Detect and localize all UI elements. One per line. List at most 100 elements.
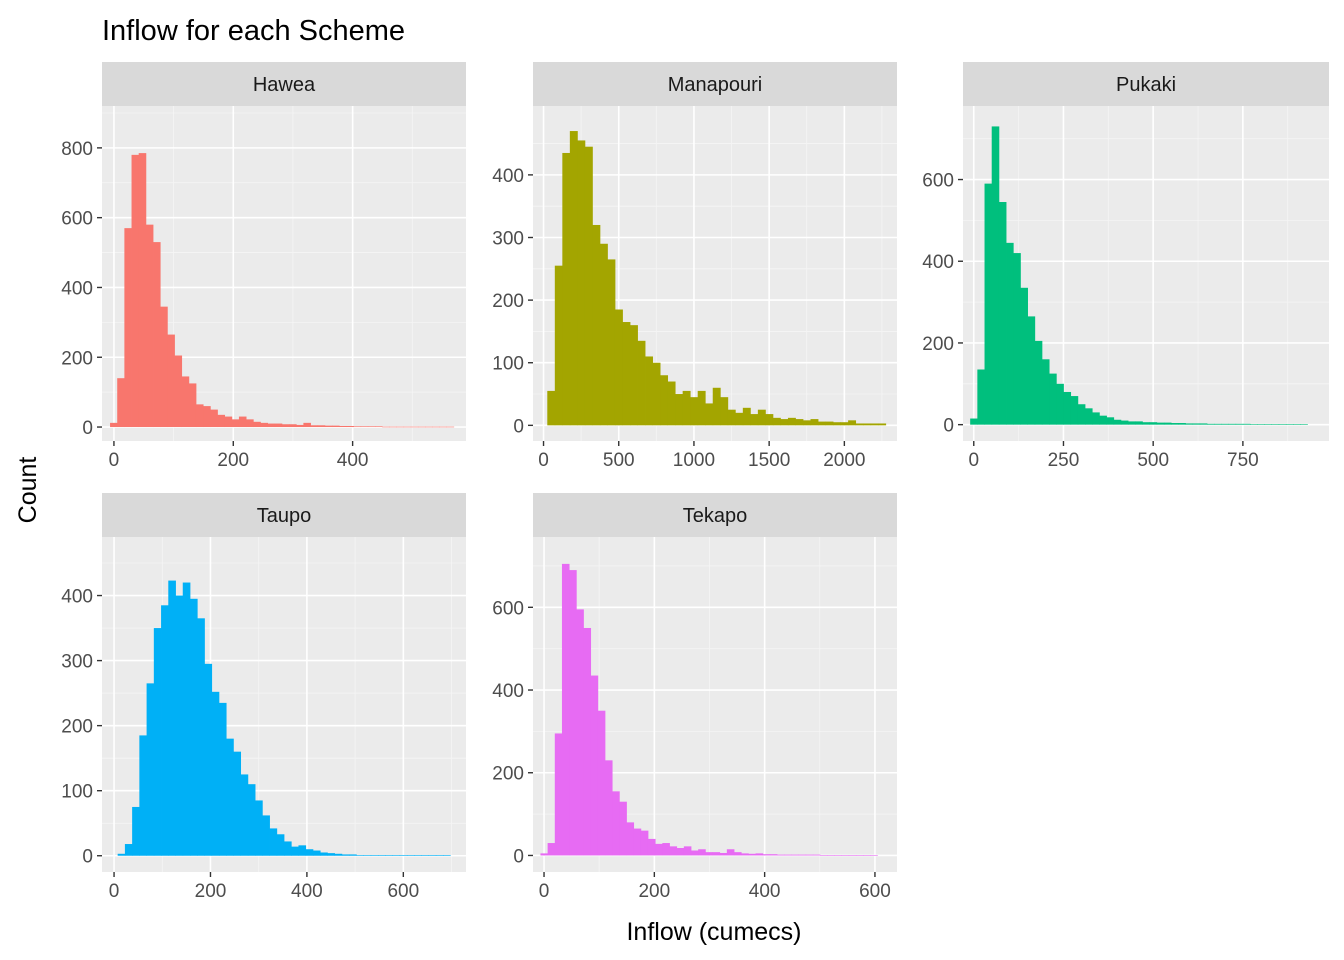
- histogram-bar: [1228, 423, 1237, 425]
- histogram-bar: [332, 425, 340, 428]
- histogram-bar: [655, 843, 663, 856]
- histogram-bar: [698, 849, 706, 856]
- histogram-bar: [210, 409, 218, 428]
- histogram-bar: [131, 154, 140, 428]
- histogram-bar: [755, 853, 764, 856]
- histogram-hawea: [110, 153, 455, 428]
- x-tick-label: 0: [539, 881, 550, 902]
- histogram-bar: [825, 421, 834, 426]
- histogram-bar: [765, 414, 774, 426]
- y-tick-label: 0: [513, 846, 524, 867]
- y-tick-label: 100: [492, 354, 524, 375]
- histogram-bar: [630, 325, 638, 426]
- histogram-bar: [1242, 423, 1251, 425]
- histogram-bar: [597, 710, 606, 856]
- y-tick-label: 400: [61, 278, 93, 299]
- facet-strip-tekapo: [533, 493, 897, 537]
- histogram-bar: [970, 418, 978, 425]
- y-tick-label: 0: [943, 416, 954, 437]
- histogram-bar: [1049, 373, 1057, 425]
- y-tick-label: 400: [922, 252, 954, 273]
- histogram-bar: [870, 423, 879, 426]
- histogram-bar: [691, 850, 699, 856]
- histogram-bar: [1171, 423, 1179, 425]
- histogram-bar: [705, 852, 713, 856]
- x-tick-label: 200: [217, 450, 249, 471]
- histogram-bar: [712, 387, 721, 426]
- histogram-bar: [161, 605, 169, 856]
- histogram-bar: [428, 855, 437, 856]
- histogram-bar: [734, 852, 742, 856]
- histogram-bar: [320, 852, 328, 856]
- histogram-bar: [281, 424, 290, 428]
- histogram-bar: [298, 845, 307, 856]
- histogram-bar: [619, 801, 627, 856]
- histogram-bar: [870, 855, 878, 856]
- histogram-bar: [584, 146, 593, 426]
- histogram-bar: [174, 355, 183, 428]
- histogram-bar: [226, 738, 234, 856]
- x-tick-label: 2000: [823, 450, 865, 471]
- histogram-bar: [1185, 423, 1194, 425]
- histogram-bar: [182, 582, 191, 856]
- histogram-bar: [197, 618, 205, 856]
- histogram-bar: [841, 855, 850, 856]
- x-tick-label: 400: [291, 881, 323, 902]
- histogram-bar: [1063, 391, 1072, 425]
- x-tick-label: 0: [968, 450, 979, 471]
- histogram-bar: [1128, 421, 1136, 425]
- histogram-bar: [827, 855, 835, 856]
- histogram-bar: [349, 854, 357, 856]
- histogram-bar: [124, 844, 133, 856]
- x-tick-label: 1500: [748, 450, 790, 471]
- histogram-bar: [690, 397, 699, 426]
- histogram-bar: [599, 243, 608, 426]
- histogram-bar: [805, 854, 814, 856]
- y-tick-label: 600: [61, 209, 93, 230]
- panel-pukaki: Pukaki 0 200 400 600 0 250 500 750: [922, 62, 1329, 471]
- histogram-bar: [834, 855, 842, 856]
- histogram-bar: [780, 419, 789, 426]
- histogram-bar: [977, 369, 985, 425]
- histogram-bar: [1027, 316, 1036, 425]
- y-tick-label: 100: [61, 782, 93, 803]
- y-tick-label: 200: [492, 291, 524, 312]
- histogram-bar: [1156, 422, 1165, 425]
- histogram-bar: [353, 426, 362, 428]
- histogram-bar: [712, 852, 721, 856]
- histogram-bar: [1056, 383, 1064, 425]
- histogram-bar: [984, 183, 993, 425]
- x-tick-label: 0: [109, 450, 120, 471]
- histogram-bar: [726, 849, 735, 856]
- histogram-bar: [1034, 340, 1043, 425]
- histogram-bar: [339, 425, 347, 428]
- histogram-bar: [1199, 423, 1208, 425]
- histogram-bar: [1178, 423, 1186, 425]
- histogram-bar: [998, 202, 1007, 425]
- histogram-bar: [676, 848, 685, 856]
- y-tick-label: 200: [922, 334, 954, 355]
- histogram-bar: [346, 425, 354, 428]
- histogram-bar: [1264, 424, 1272, 425]
- histogram-bar: [612, 791, 620, 856]
- histogram-bar: [146, 683, 155, 856]
- panel-hawea: Hawea 0 200 400 600 800 0 200 400: [61, 62, 466, 471]
- histogram-bar: [777, 854, 785, 856]
- histogram-bar: [124, 228, 132, 428]
- histogram-bar: [211, 691, 220, 856]
- y-tick-label: 300: [492, 228, 524, 249]
- histogram-bar: [217, 414, 226, 428]
- chart-title: Inflow for each Scheme: [102, 15, 405, 47]
- y-tick-label: 200: [61, 717, 93, 738]
- histogram-bar: [262, 815, 270, 856]
- histogram-bar: [403, 426, 412, 428]
- x-tick-label: 1000: [673, 450, 715, 471]
- histogram-bar: [1070, 396, 1079, 425]
- x-axis-title: Inflow (cumecs): [626, 918, 801, 946]
- histogram-bar: [583, 627, 592, 856]
- histogram-bar: [410, 426, 419, 428]
- histogram-bar: [652, 362, 661, 426]
- histogram-bar: [547, 843, 556, 856]
- histogram-bar: [787, 417, 796, 426]
- histogram-bar: [569, 570, 577, 856]
